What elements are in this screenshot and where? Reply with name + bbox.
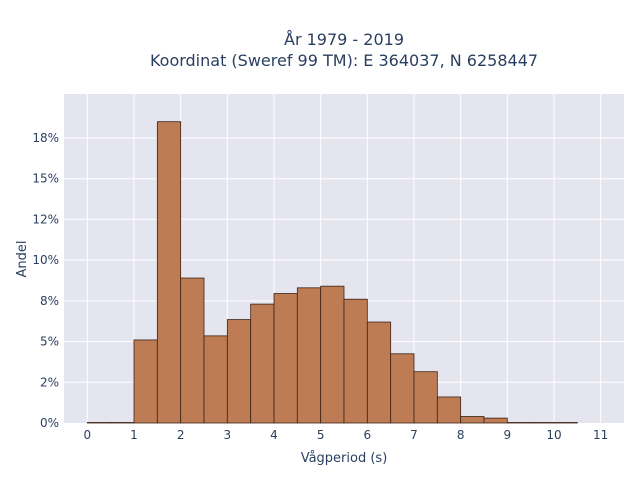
x-axis-ticks: 0 1 2 3 4 5 6 7 8 9 10 11 bbox=[84, 428, 609, 442]
histogram-bar bbox=[320, 285, 345, 424]
y-tick-label: 8% bbox=[40, 294, 59, 308]
histogram-bar bbox=[86, 422, 112, 424]
y-tick-label: 5% bbox=[40, 335, 59, 349]
x-tick-label: 3 bbox=[224, 428, 232, 442]
x-tick-label: 2 bbox=[177, 428, 185, 442]
histogram-bar bbox=[530, 422, 555, 424]
x-tick-label: 9 bbox=[504, 428, 512, 442]
x-tick-label: 1 bbox=[130, 428, 138, 442]
chart-title-line-2: Koordinat (Sweref 99 TM): E 364037, N 62… bbox=[150, 51, 538, 70]
x-tick-label: 6 bbox=[364, 428, 372, 442]
histogram-bar bbox=[343, 298, 368, 424]
histogram-bar bbox=[413, 371, 438, 424]
x-tick-label: 7 bbox=[410, 428, 418, 442]
histogram-bar bbox=[390, 353, 415, 424]
x-tick-label: 0 bbox=[84, 428, 92, 442]
x-tick-label: 8 bbox=[457, 428, 465, 442]
chart-title-line-1: År 1979 - 2019 bbox=[284, 30, 404, 49]
histogram-bar bbox=[110, 422, 135, 424]
histogram-bar bbox=[506, 422, 532, 424]
y-tick-label: 15% bbox=[32, 172, 59, 186]
y-axis-title: Andel bbox=[15, 241, 30, 278]
y-tick-label: 0% bbox=[40, 416, 59, 430]
y-tick-label: 2% bbox=[40, 375, 59, 389]
histogram-bar bbox=[366, 321, 392, 424]
histogram-bar bbox=[483, 417, 508, 424]
histogram-bar bbox=[250, 303, 275, 424]
y-tick-label: 10% bbox=[32, 253, 59, 267]
histogram-bar bbox=[180, 277, 205, 424]
histogram-bar bbox=[553, 422, 578, 424]
histogram-bar bbox=[203, 335, 228, 424]
bars bbox=[86, 121, 578, 424]
x-tick-label: 10 bbox=[546, 428, 561, 442]
x-axis-title: Vågperiod (s) bbox=[301, 451, 388, 466]
histogram-bar bbox=[436, 396, 462, 424]
y-tick-label: 18% bbox=[32, 131, 59, 145]
histogram-bar bbox=[226, 319, 252, 424]
y-tick-label: 12% bbox=[32, 212, 59, 226]
histogram-bar bbox=[296, 287, 322, 424]
x-tick-label: 5 bbox=[317, 428, 325, 442]
y-axis-ticks: 0% 2% 5% 8% 10% 12% 15% 18% bbox=[32, 131, 59, 430]
histogram-bar bbox=[133, 339, 158, 424]
x-tick-label: 4 bbox=[270, 428, 278, 442]
histogram-bar bbox=[273, 293, 298, 424]
histogram-bar bbox=[460, 416, 485, 424]
histogram-bar bbox=[156, 121, 182, 424]
x-tick-label: 11 bbox=[593, 428, 608, 442]
